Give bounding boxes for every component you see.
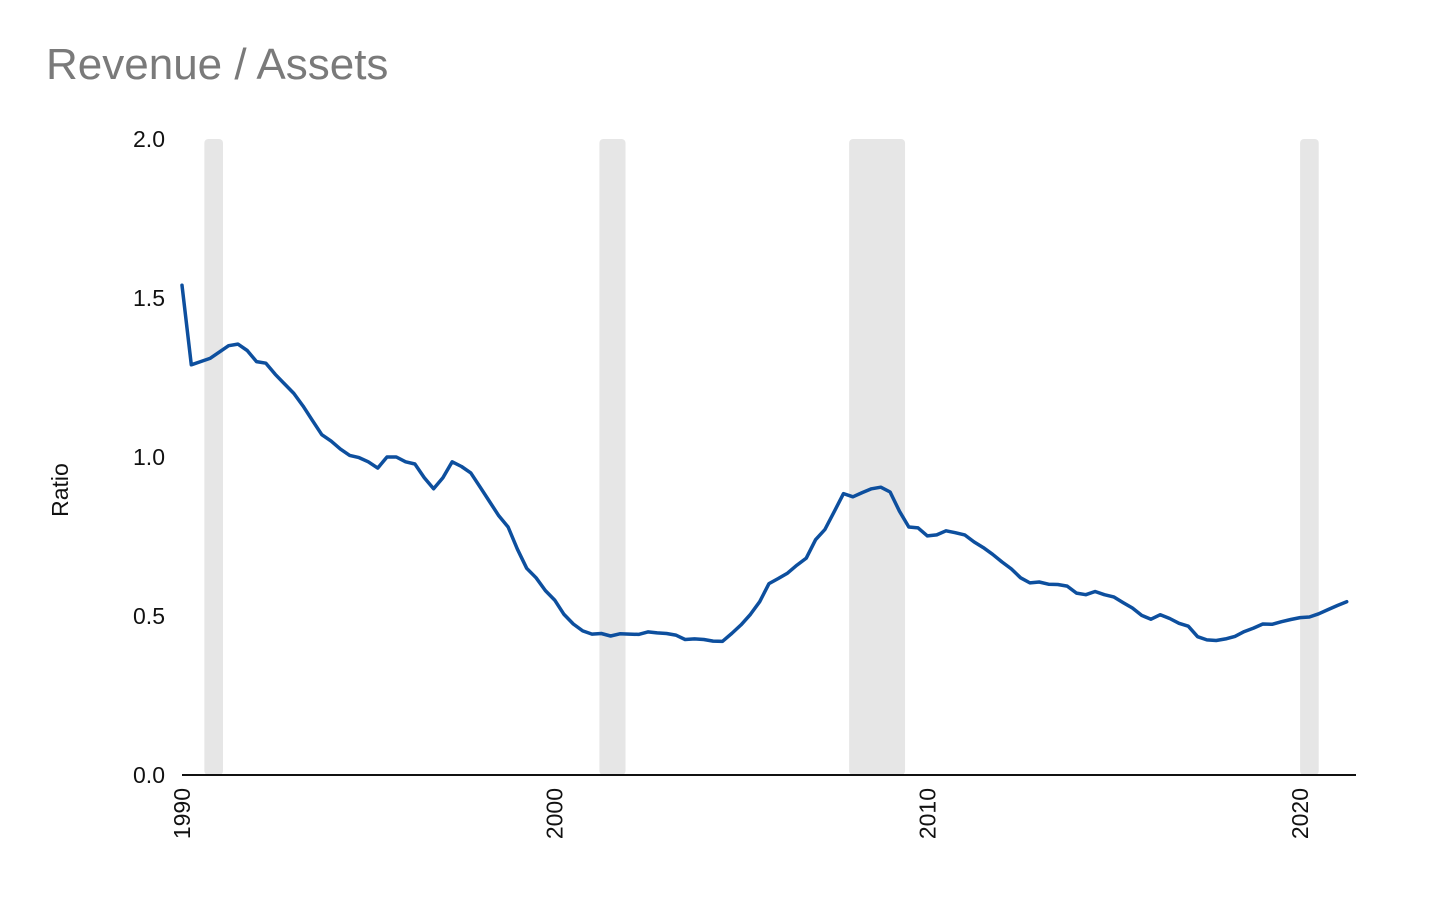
y-tick-label: 0.5 [133,603,165,629]
x-tick-label: 2000 [542,788,568,839]
recession-band [849,139,906,775]
recession-bands [204,139,1319,775]
x-tick-label: 2010 [914,788,940,839]
y-tick-label: 1.5 [133,285,165,311]
y-tick-label: 1.0 [133,444,165,470]
x-axis-ticks: 1990 2000 2010 2020 [169,788,1313,839]
recession-band [204,139,223,775]
y-axis-title: Ratio [47,463,73,517]
y-tick-label: 2.0 [133,126,165,152]
x-tick-label: 1990 [169,788,195,839]
chart-title: Revenue / Assets [46,40,389,89]
y-tick-label: 0.0 [133,762,165,788]
x-tick-label: 2020 [1287,788,1313,839]
recession-band [599,139,626,775]
y-axis-ticks: 0.0 0.5 1.0 1.5 2.0 [133,126,165,788]
series-layer [180,283,1349,644]
series-line [180,283,1349,644]
recession-band [1300,139,1319,775]
